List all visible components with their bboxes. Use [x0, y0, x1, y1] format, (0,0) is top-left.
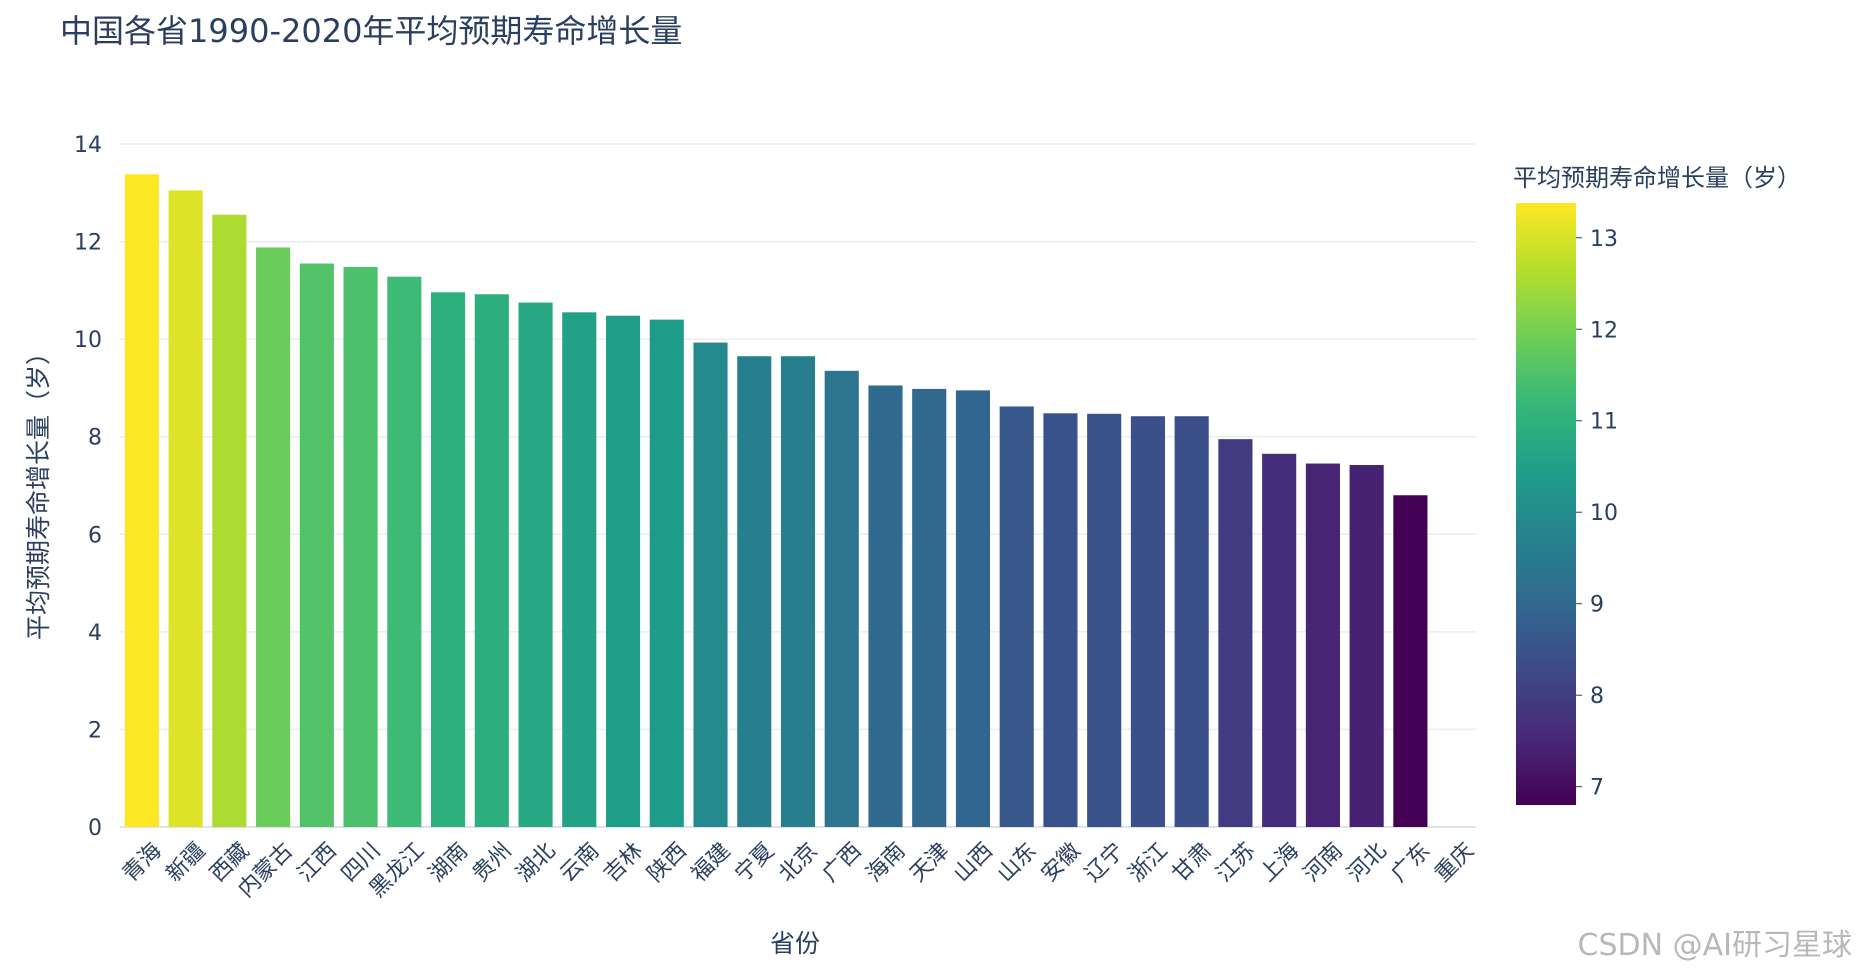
- y-tick-label: 2: [88, 718, 102, 743]
- colorbar-tick-label: 12: [1590, 318, 1618, 343]
- colorbar: 平均预期寿命增长量（岁） 7 8 9 10 11 12 13: [1513, 164, 1801, 805]
- bar: [518, 302, 553, 827]
- colorbar-tick-label: 8: [1590, 684, 1604, 709]
- x-axis-ticks: 青海新疆西藏内蒙古江西四川黑龙江湖南贵州湖北云南吉林陕西福建宁夏北京广西海南天津…: [118, 838, 1479, 902]
- bar: [474, 294, 509, 827]
- bars: [124, 174, 1428, 828]
- x-tick-label: 海南: [862, 838, 911, 887]
- watermark: CSDN @AI研习星球: [1577, 928, 1852, 963]
- bar: [1087, 413, 1122, 827]
- x-tick-label: 江苏: [1212, 838, 1261, 887]
- bar: [1043, 413, 1078, 827]
- bar: [693, 342, 728, 827]
- y-tick-label: 6: [88, 523, 102, 548]
- bar: [562, 312, 597, 828]
- bar: [912, 388, 947, 827]
- y-tick-label: 4: [88, 621, 102, 646]
- bar: [1262, 453, 1297, 827]
- bar: [649, 319, 684, 827]
- bar: [299, 263, 334, 827]
- x-axis-title: 省份: [770, 929, 820, 958]
- y-tick-label: 12: [74, 231, 102, 256]
- x-tick-label: 重庆: [1430, 838, 1479, 887]
- bar: [1305, 463, 1340, 827]
- x-tick-label: 安徽: [1037, 838, 1086, 887]
- colorbar-tick-label: 13: [1590, 227, 1618, 252]
- y-tick-label: 14: [74, 133, 102, 158]
- bar: [124, 174, 159, 828]
- x-tick-label: 宁夏: [730, 838, 779, 887]
- x-tick-label: 上海: [1255, 838, 1304, 887]
- x-tick-label: 陕西: [643, 838, 692, 887]
- colorbar-tick-label: 7: [1590, 776, 1604, 801]
- x-tick-label: 湖南: [424, 838, 473, 887]
- x-tick-label: 浙江: [1124, 838, 1173, 887]
- bar: [605, 315, 641, 827]
- bar: [343, 266, 378, 827]
- colorbar-tick-label: 10: [1590, 501, 1618, 526]
- x-tick-label: 江西: [293, 838, 342, 887]
- bar: [868, 385, 903, 827]
- colorbar-gradient: [1516, 203, 1576, 805]
- y-tick-label: 8: [88, 426, 102, 451]
- colorbar-title: 平均预期寿命增长量（岁）: [1513, 164, 1801, 192]
- x-tick-label: 山西: [949, 838, 998, 887]
- bar: [999, 406, 1034, 827]
- bar: [955, 390, 991, 827]
- x-tick-label: 山东: [993, 838, 1042, 887]
- y-tick-label: 0: [88, 816, 102, 841]
- bar: [256, 247, 291, 827]
- bar: [1393, 495, 1428, 827]
- bar: [780, 356, 816, 827]
- y-tick-label: 10: [74, 328, 102, 353]
- bar: [1174, 416, 1209, 827]
- bar: [1218, 439, 1253, 827]
- x-tick-label: 青海: [118, 838, 167, 887]
- bar: [1130, 416, 1165, 827]
- bar: [212, 214, 247, 828]
- x-tick-label: 河南: [1299, 838, 1348, 887]
- y-axis-title: 平均预期寿命增长量（岁）: [24, 340, 53, 640]
- x-tick-label: 甘肃: [1168, 838, 1217, 887]
- bar: [387, 276, 422, 827]
- x-tick-label: 天津: [905, 838, 954, 887]
- x-tick-label: 湖北: [512, 838, 561, 887]
- chart-title: 中国各省1990-2020年平均预期寿命增长量: [60, 12, 683, 50]
- x-tick-label: 辽宁: [1080, 838, 1129, 887]
- x-tick-label: 福建: [687, 838, 736, 887]
- x-tick-label: 北京: [774, 838, 823, 887]
- x-tick-label: 广西: [818, 838, 867, 887]
- x-tick-label: 新疆: [162, 838, 211, 887]
- bar: [168, 190, 203, 827]
- bar: [431, 292, 466, 827]
- colorbar-tick-label: 9: [1590, 593, 1604, 618]
- x-tick-label: 广东: [1387, 838, 1436, 887]
- x-tick-label: 贵州: [468, 838, 517, 887]
- bar: [1349, 465, 1384, 827]
- colorbar-tick-label: 11: [1590, 410, 1618, 435]
- x-tick-label: 吉林: [599, 838, 648, 887]
- x-tick-label: 云南: [555, 838, 604, 887]
- x-tick-label: 河北: [1343, 838, 1392, 887]
- bar: [824, 370, 859, 827]
- colorbar-ticks: 7 8 9 10 11 12 13: [1576, 227, 1618, 801]
- bar: [737, 356, 772, 827]
- y-axis-ticks: 0 2 4 6 8 10 12 14: [74, 133, 102, 841]
